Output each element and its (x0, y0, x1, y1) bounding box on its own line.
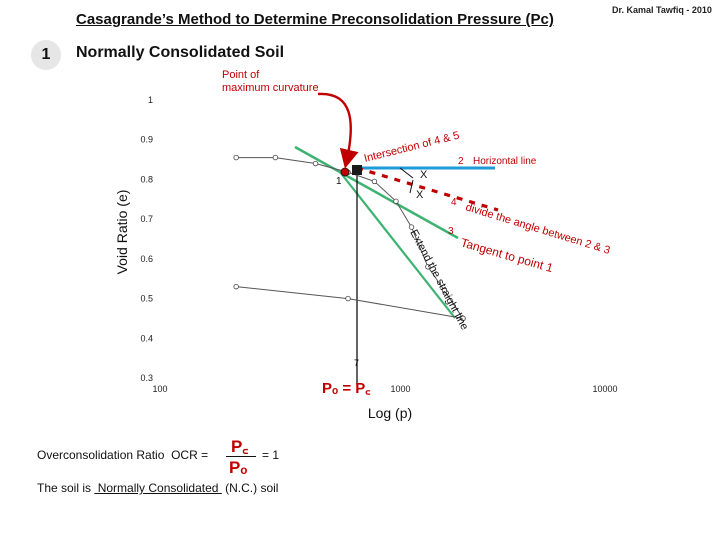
data-point (425, 264, 431, 270)
x-tick-label: 10000 (592, 384, 617, 394)
ocr-numerator: P꜀ (231, 437, 249, 456)
intersection-label: Intersection of 4 & 5 (363, 130, 461, 165)
step-number-badge: 1 (31, 40, 61, 70)
x-axis-label: Log (p) (368, 405, 412, 421)
data-point (345, 295, 351, 302)
angle-mark-1: X (420, 169, 428, 181)
x-tick-labels: 100 1000 10000 (152, 384, 617, 394)
angle-marks (399, 167, 414, 194)
data-point (460, 315, 466, 322)
conclusion-prefix: The soil is (37, 481, 92, 495)
author-credit: Dr. Kamal Tawfiq - 2010 (612, 5, 712, 15)
data-point (393, 198, 399, 204)
tangent-line (294, 145, 459, 240)
y-tick-labels: 1 0.9 0.8 0.7 0.6 0.5 0.4 0.3 (140, 95, 153, 383)
x-tick-label: 1000 (390, 384, 410, 394)
pointer-arrow (317, 92, 359, 169)
extend-line (339, 171, 456, 319)
y-tick-label: 0.8 (140, 174, 153, 184)
y-tick-label: 0.5 (140, 294, 153, 304)
point-max-curvature-label-2: maximum curvature (222, 82, 319, 94)
point1-label: 1 (336, 176, 342, 187)
y-axis-label: Void Ratio (e) (114, 190, 130, 275)
vertical-num: 7 (354, 358, 359, 368)
section-subtitle: Normally Consolidated Soil (76, 44, 285, 61)
data-point (272, 154, 279, 161)
bisector-line (356, 166, 499, 212)
horizontal-num: 2 (458, 156, 464, 167)
fraction-bar (226, 456, 256, 457)
x-tick-label: 100 (152, 384, 167, 394)
point-max-curvature (340, 167, 350, 177)
conclusion-text: The soil is Normally Consolidated (N.C.)… (37, 481, 278, 495)
data-point (233, 283, 239, 290)
y-tick-label: 0.4 (140, 333, 153, 343)
series-line (236, 286, 464, 319)
angle-mark-2: X (416, 189, 424, 201)
pc-label: Pₒ = P꜀ (322, 380, 370, 397)
point-max-curvature-label: Point of (222, 69, 260, 81)
y-tick-label: 0.7 (140, 214, 153, 224)
data-point (312, 160, 319, 167)
ocr-label-text: Overconsolidation Ratio (37, 448, 165, 462)
data-point (441, 287, 448, 294)
intersection-point (352, 165, 362, 175)
y-tick-label: 1 (148, 95, 153, 105)
horizontal-label: Horizontal line (473, 156, 537, 167)
y-tick-label: 0.3 (140, 373, 153, 383)
y-tick-label: 0.6 (140, 254, 153, 264)
series-line (236, 157, 464, 319)
data-point (408, 224, 415, 230)
y-tick-label: 0.9 (140, 135, 153, 145)
tangent-num: 3 (448, 226, 454, 237)
ocr-label: Overconsolidation Ratio OCR = (37, 448, 208, 462)
bisector-num: 4 (451, 197, 457, 208)
ocr-symbol: OCR = (171, 448, 209, 462)
conclusion-value: Normally Consolidated (97, 481, 219, 495)
conclusion-suffix: (N.C.) soil (225, 481, 279, 495)
tangent-label: Tangent to point 1 (459, 235, 555, 275)
page-title: Casagrande’s Method to Determine Precons… (76, 11, 554, 28)
ocr-result: = 1 (262, 448, 280, 462)
data-point (371, 178, 378, 185)
data-point (233, 154, 239, 161)
ocr-denominator: Pₒ (229, 458, 248, 477)
